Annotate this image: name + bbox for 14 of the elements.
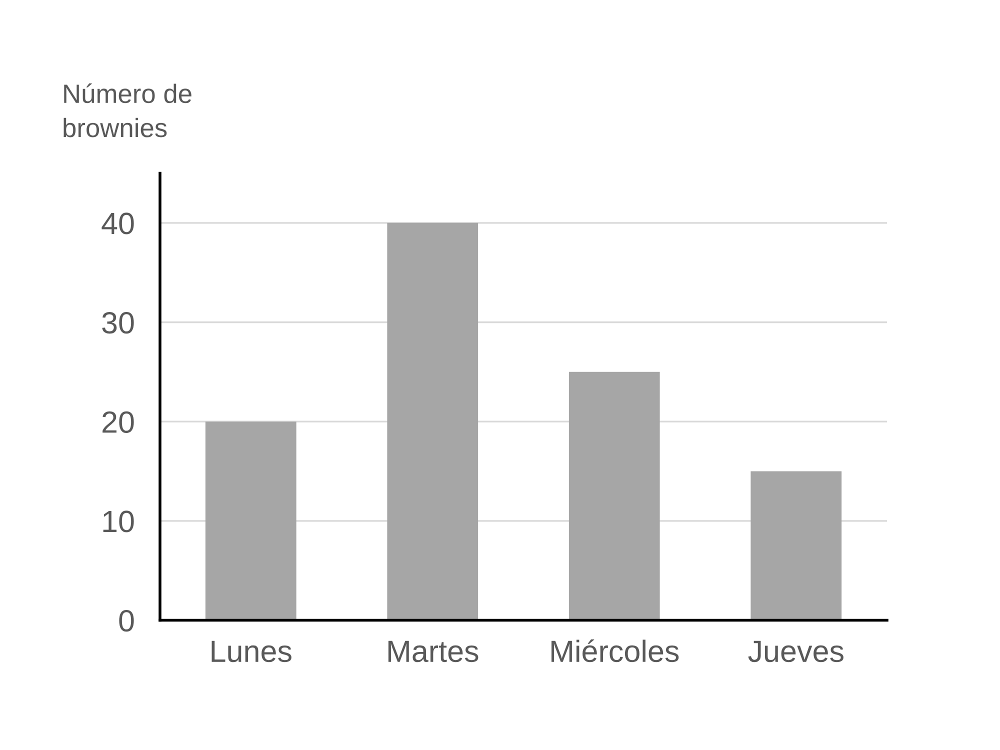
y-axis-title: Número de brownies [64, 83, 192, 138]
bar [750, 471, 842, 620]
x-tick-label: Lunes [212, 640, 292, 662]
y-tick-label: 10 [103, 510, 134, 532]
bar [387, 222, 478, 620]
y-tick-label: 30 [102, 312, 134, 334]
x-tick-label: Miércoles [552, 639, 679, 662]
bar [568, 372, 660, 620]
y-tick-label: 20 [102, 411, 134, 433]
x-tick-label: Martes [388, 640, 478, 662]
y-tick-label: 40 [102, 212, 134, 234]
y-tick-label: 0 [119, 610, 134, 632]
bar [205, 422, 296, 620]
x-tick-label: Jueves [748, 640, 844, 662]
